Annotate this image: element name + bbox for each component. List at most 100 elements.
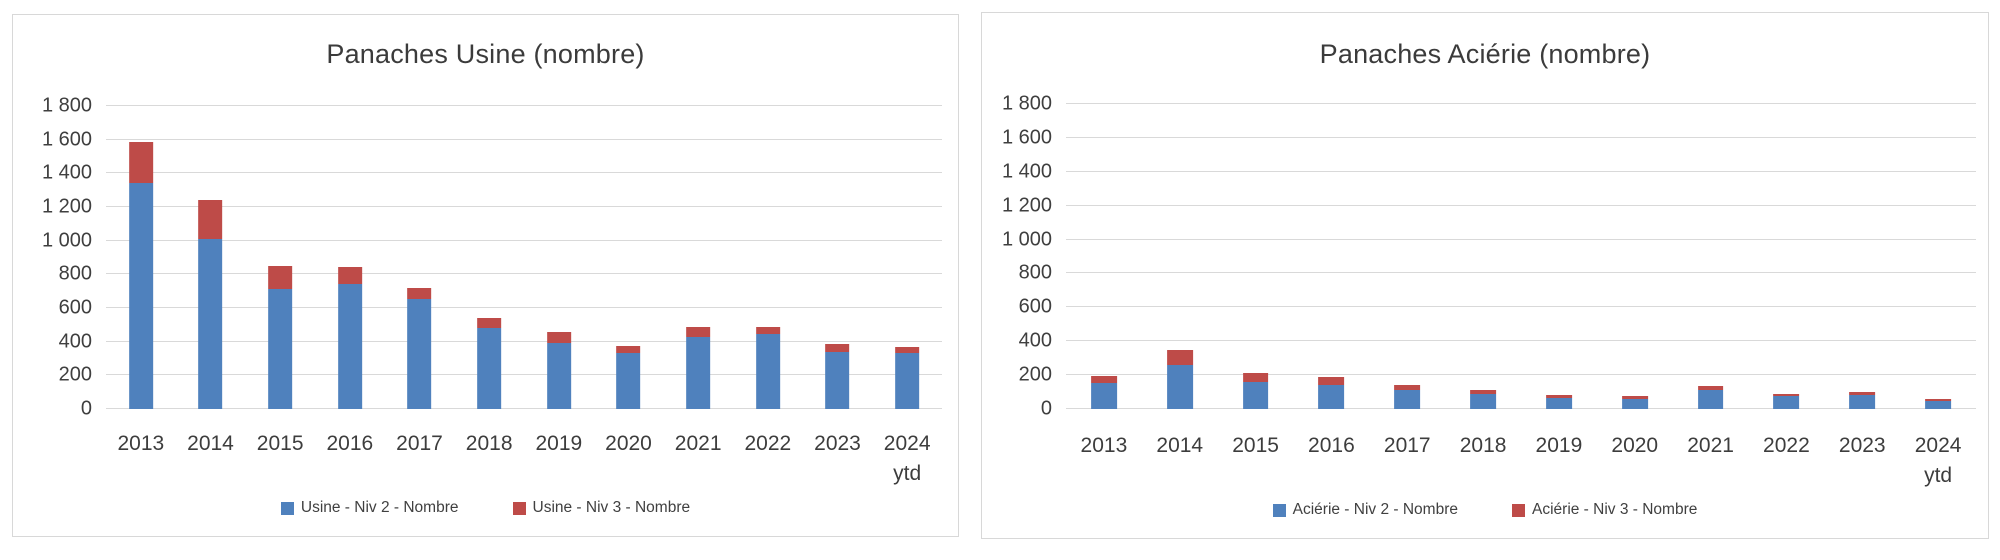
plot-area	[1066, 103, 1976, 409]
legend-swatch	[280, 501, 294, 515]
bar-segment-niv2	[616, 353, 641, 409]
bar-segment-niv2	[1773, 396, 1800, 409]
x-tick-label: 2019	[535, 432, 583, 455]
stacked-bar	[1318, 104, 1345, 409]
legend-label: Aciérie - Niv 3 - Nombre	[1532, 501, 1698, 518]
bar-segment-niv3	[128, 142, 153, 184]
y-tick-label: 1 600	[1001, 126, 1052, 149]
chart-title-usine: Panaches Usine (nombre)	[326, 39, 645, 69]
bar-group	[663, 106, 733, 409]
bar-segment-niv2	[895, 352, 919, 409]
y-tick-label: 1 800	[1001, 92, 1052, 115]
bar-segment-niv2	[1546, 398, 1572, 409]
x-tick-label: 2016	[326, 432, 374, 455]
stacked-bar	[128, 106, 153, 409]
y-tick-label: 800	[58, 262, 92, 285]
x-tick-label: 2022	[1763, 434, 1810, 457]
y-tick-label: 1 200	[41, 195, 92, 218]
bar-segment-niv3	[1925, 398, 1951, 401]
gridline	[106, 408, 942, 409]
bar-segment-niv2	[268, 288, 292, 409]
stacked-bar	[1697, 104, 1724, 409]
stacked-bar	[1242, 104, 1269, 409]
x-tick-label: 2021	[674, 432, 722, 455]
gridline	[106, 273, 942, 275]
bar-segment-niv2	[1621, 398, 1648, 409]
gridline	[106, 138, 942, 140]
bar-group	[1749, 104, 1825, 409]
bar-segment-niv3	[407, 287, 432, 299]
chart-panel-usine: Panaches Usine (nombre) 0 200 400 600 800 1 0…	[12, 14, 959, 537]
stacked-bar	[1849, 104, 1876, 409]
y-tick-label: 600	[58, 296, 92, 319]
x-tick-label: 2019	[1535, 434, 1583, 457]
y-tick-label: 1 000	[1001, 228, 1052, 251]
bar-segment-niv2	[198, 238, 223, 409]
stacked-bar	[1166, 104, 1193, 409]
bar-segment-niv3	[1621, 396, 1648, 399]
bar-segment-niv3	[755, 327, 780, 335]
chart-title-acierie: Panaches Aciérie (nombre)	[1319, 39, 1651, 69]
stacked-bar	[1091, 104, 1117, 409]
x-tick-label: 2024 ytd	[883, 432, 931, 486]
y-tick-label: 1 000	[41, 229, 92, 252]
x-tick-label: 2018	[1459, 434, 1507, 457]
gridline	[1066, 374, 1976, 376]
bar-segment-niv3	[616, 345, 641, 354]
bar-segment-niv2	[546, 343, 571, 409]
stacked-bar	[616, 106, 641, 409]
bar-segment-niv3	[268, 265, 292, 289]
stacked-bar	[546, 106, 571, 409]
bar-segment-niv3	[1773, 393, 1800, 397]
bar-group	[385, 106, 455, 409]
x-tick-label: 2014	[1156, 434, 1204, 457]
bar-segment-niv3	[1166, 349, 1193, 365]
legend: Usine - Niv 2 - Nombre Usine - Niv 3 - No…	[13, 499, 958, 517]
bar-segment-niv2	[477, 328, 501, 409]
y-tick-label: 1 600	[41, 128, 92, 151]
stacked-bar	[755, 106, 780, 409]
bar-segment-niv3	[1697, 386, 1724, 390]
bar-group	[1597, 104, 1673, 409]
gridline	[1066, 170, 1976, 172]
x-tick-label: 2015	[1232, 434, 1279, 457]
legend-item: Aciérie - Niv 2 - Nombre	[1272, 501, 1458, 519]
legend-label: Usine - Niv 2 - Nombre	[300, 499, 459, 516]
bar-segment-niv2	[128, 183, 153, 409]
stacked-bar	[407, 106, 432, 409]
bar-segment-niv3	[1394, 385, 1421, 390]
stacked-bar	[337, 106, 362, 409]
gridline	[106, 374, 942, 376]
bar-segment-niv2	[1925, 400, 1951, 409]
x-tick-label: 2013	[1080, 434, 1128, 457]
bar-segment-niv2	[1242, 381, 1269, 409]
bar-group	[1673, 104, 1749, 409]
bar-segment-niv3	[1242, 373, 1269, 382]
x-tick-label: 2023	[814, 432, 861, 455]
stacked-bar	[268, 106, 292, 409]
gridline	[1066, 136, 1976, 138]
gridline	[1066, 306, 1976, 308]
bar-segment-niv2	[755, 334, 780, 409]
x-tick-label: 2020	[605, 432, 652, 455]
stacked-bar	[1470, 104, 1496, 409]
legend-label: Aciérie - Niv 2 - Nombre	[1292, 501, 1458, 518]
legend-swatch	[1272, 503, 1286, 517]
bar-segment-niv2	[337, 284, 362, 409]
gridline	[106, 307, 942, 308]
gridline	[1066, 238, 1976, 240]
x-tick-label: 2017	[1383, 434, 1431, 457]
bar-segment-niv3	[1849, 392, 1876, 396]
bar-group	[733, 106, 803, 409]
x-tick-label: 2017	[396, 432, 443, 455]
gridline	[1066, 408, 1976, 409]
x-tick-label: 2016	[1308, 434, 1355, 457]
legend-label: Usine - Niv 3 - Nombre	[532, 499, 691, 516]
bar-segment-niv3	[198, 200, 223, 239]
legend-swatch	[512, 501, 526, 515]
bar-group	[803, 106, 873, 409]
stacked-bar	[477, 106, 501, 409]
y-tick-label: 200	[58, 363, 92, 386]
stacked-bar	[1394, 104, 1421, 409]
x-tick-label: 2015	[256, 432, 304, 455]
